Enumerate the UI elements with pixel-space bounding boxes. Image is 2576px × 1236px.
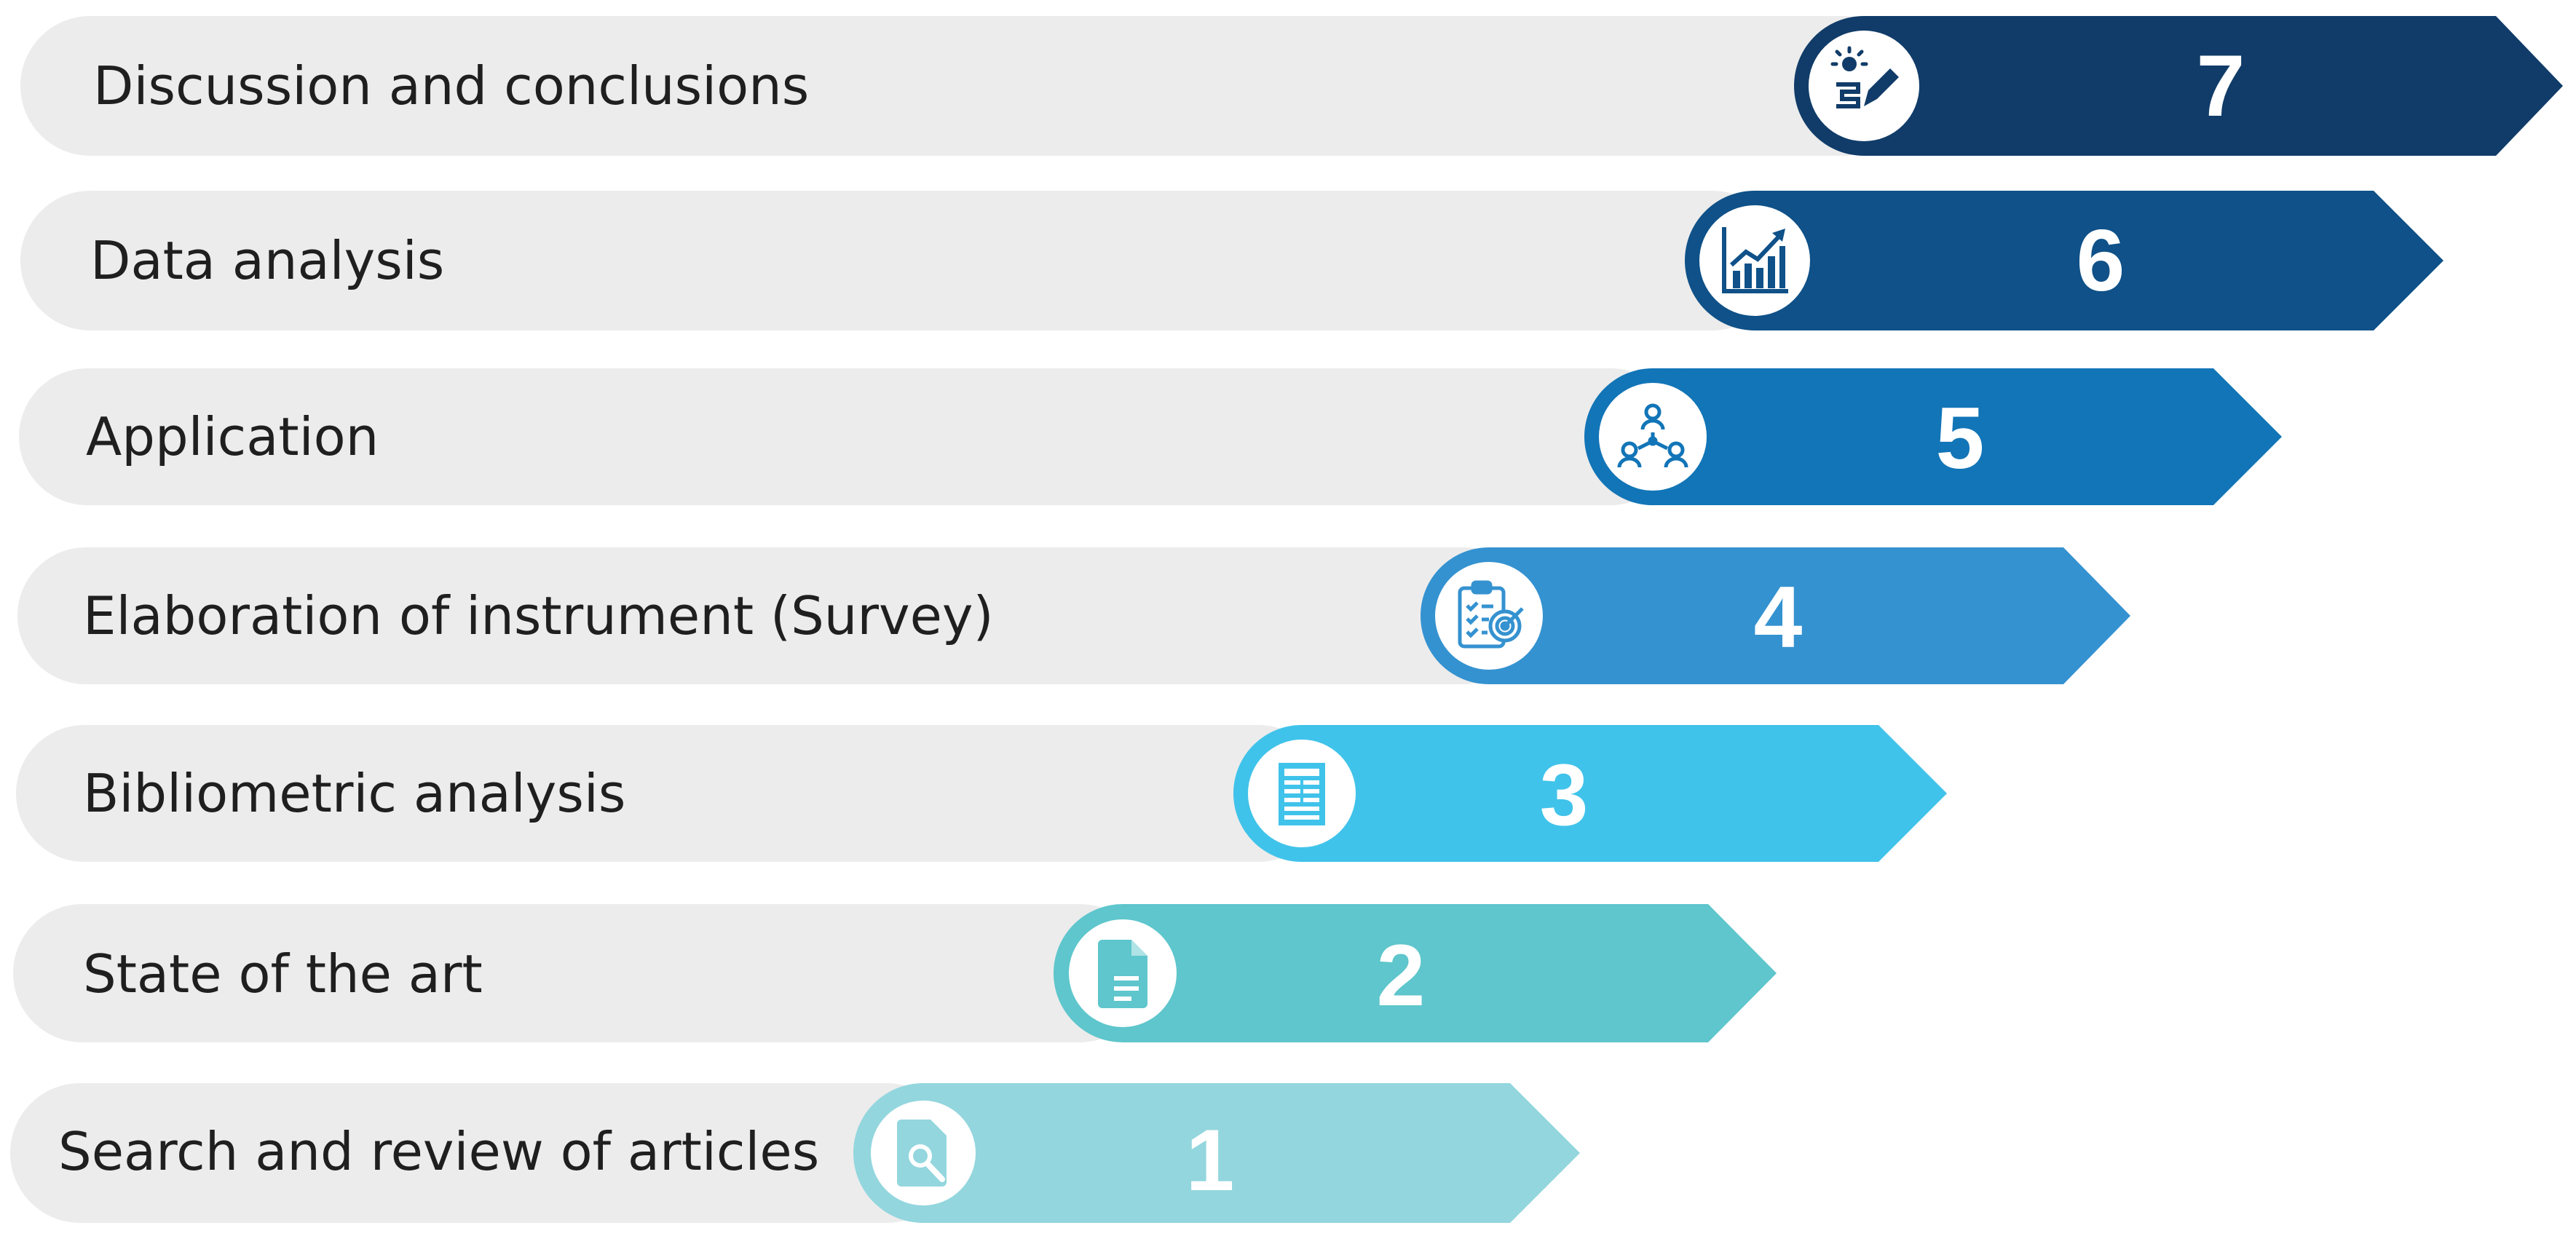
step-1-number: 1 bbox=[1185, 1112, 1235, 1209]
step-row-6: 6 Data analysis bbox=[0, 191, 2576, 330]
step-row-5: 5 Application bbox=[0, 368, 2576, 505]
step-2-number: 2 bbox=[1376, 927, 1426, 1024]
step-5-arrow bbox=[1584, 368, 2282, 505]
idea-pencil-icon bbox=[1820, 42, 1908, 130]
step-4-number: 4 bbox=[1753, 569, 1803, 666]
step-6-label: Data analysis bbox=[90, 230, 445, 291]
step-5-arrow-shape bbox=[1653, 368, 2282, 505]
step-4-label: Elaboration of instrument (Survey) bbox=[83, 585, 994, 646]
step-row-2: 2 State of the art bbox=[0, 904, 2576, 1042]
step-row-4: 4 Elaboration of instrument (Survey) bbox=[0, 547, 2576, 684]
step-7-arrow bbox=[1794, 16, 2563, 156]
step-3-number: 3 bbox=[1539, 746, 1589, 844]
step-3-bar bbox=[16, 725, 1327, 862]
step-2-arrow bbox=[1054, 904, 1777, 1042]
people-network-icon bbox=[1609, 393, 1696, 480]
clipboard-target-icon bbox=[1445, 572, 1533, 659]
step-6-bar bbox=[20, 191, 1782, 330]
step-5-number: 5 bbox=[1935, 389, 1985, 487]
step-6-arrow-shape bbox=[1755, 191, 2443, 330]
step-row-1: 1 Search and review of articles bbox=[0, 1083, 2576, 1223]
step-5-label: Application bbox=[86, 406, 379, 467]
step-6-number: 6 bbox=[2076, 212, 2125, 309]
step-2-bar bbox=[13, 904, 1149, 1042]
step-2-arrow-shape bbox=[1123, 904, 1777, 1042]
newspaper-icon bbox=[1258, 750, 1346, 837]
step-7-label: Discussion and conclusions bbox=[93, 55, 810, 116]
step-1-arrow-shape bbox=[923, 1083, 1580, 1223]
step-7-arrow-shape bbox=[1864, 16, 2563, 156]
step-row-3: 3 Bibliometric analysis bbox=[0, 725, 2576, 862]
step-5-bar bbox=[19, 368, 1679, 505]
document-icon bbox=[1079, 930, 1166, 1017]
step-3-label: Bibliometric analysis bbox=[83, 763, 626, 824]
growth-chart-icon bbox=[1711, 217, 1798, 304]
step-row-7: 7 Discussion and conclusions bbox=[0, 16, 2576, 156]
step-7-number: 7 bbox=[2196, 37, 2245, 135]
step-1-bar bbox=[10, 1083, 957, 1223]
step-4-arrow bbox=[1421, 547, 2130, 684]
step-4-bar bbox=[17, 547, 1532, 684]
step-4-arrow-shape bbox=[1489, 547, 2130, 684]
search-document-icon bbox=[880, 1109, 967, 1197]
step-2-label: State of the art bbox=[83, 943, 483, 1005]
step-1-label: Search and review of articles bbox=[58, 1121, 820, 1182]
step-7-bar bbox=[20, 16, 1913, 156]
step-3-arrow-shape bbox=[1302, 725, 1947, 862]
